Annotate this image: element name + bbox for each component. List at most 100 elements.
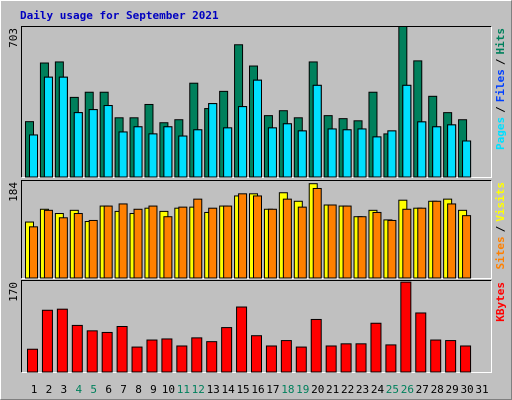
bar (206, 341, 218, 373)
x-tick-label: 8 (135, 383, 142, 396)
bar (447, 124, 457, 178)
bar (432, 200, 442, 279)
bar (267, 127, 277, 178)
legend: Sites / Visits (494, 182, 507, 270)
x-tick-label: 31 (475, 383, 488, 396)
bar (462, 215, 472, 279)
x-tick-label: 22 (341, 383, 354, 396)
x-tick-label: 3 (61, 383, 68, 396)
legend: KBytes (494, 282, 507, 322)
bar (133, 208, 143, 279)
bar (88, 219, 98, 279)
bar (27, 348, 38, 373)
bar (41, 309, 53, 373)
bar (282, 198, 292, 279)
bar (370, 322, 382, 373)
bar (118, 131, 128, 178)
bar (342, 129, 352, 178)
bar (460, 345, 472, 373)
bar (193, 198, 203, 279)
bar (355, 343, 367, 373)
bar (146, 339, 158, 373)
y-tick-label: 184 (7, 182, 20, 202)
bar (163, 126, 173, 178)
legend-entry: KBytes (494, 282, 507, 322)
x-tick-label: 4 (75, 383, 82, 396)
legend-separator: / (494, 58, 507, 65)
bar (131, 346, 143, 373)
x-tick-label: 29 (446, 383, 459, 396)
bar (253, 195, 262, 279)
bar (223, 205, 233, 279)
x-tick-label: 26 (401, 383, 414, 396)
bar (310, 318, 322, 373)
bar (58, 217, 68, 279)
x-tick-label: 27 (416, 383, 429, 396)
bar (73, 112, 83, 178)
legend-entry: Sites (494, 236, 507, 269)
bar (387, 130, 397, 178)
x-tick-label: 19 (296, 383, 309, 396)
bar (29, 226, 38, 279)
bar (267, 208, 277, 279)
bar (251, 335, 262, 373)
bar (103, 205, 113, 279)
bar (133, 126, 143, 178)
bar (148, 205, 158, 279)
bar (29, 134, 38, 178)
bar (208, 207, 218, 279)
bar (400, 281, 412, 373)
bar (327, 204, 337, 279)
bar (101, 331, 113, 373)
bar (116, 326, 128, 373)
bar (462, 140, 472, 178)
bar (161, 338, 173, 373)
bar (357, 128, 367, 178)
x-tick-label: 14 (222, 383, 236, 396)
y-tick-label: 170 (7, 282, 20, 302)
x-tick-label: 21 (326, 383, 339, 396)
bar (223, 127, 233, 178)
bar (417, 207, 427, 279)
x-tick-label: 7 (120, 383, 127, 396)
bar (221, 327, 233, 373)
bar (238, 193, 248, 279)
bar (253, 79, 262, 178)
legend-separator: / (494, 225, 507, 232)
bar (402, 84, 412, 178)
legend-entry: Hits (494, 28, 507, 55)
bar (191, 337, 203, 373)
x-tick-label: 23 (356, 383, 369, 396)
bar (238, 106, 248, 178)
bar (445, 340, 457, 373)
x-tick-label: 11 (177, 383, 190, 396)
bar (327, 128, 337, 178)
bar (56, 308, 68, 373)
bar (282, 123, 292, 178)
bar (43, 76, 53, 178)
x-tick-label: 25 (386, 383, 399, 396)
x-tick-label: 18 (281, 383, 294, 396)
bar (312, 84, 322, 178)
bar (58, 76, 68, 178)
legend-entry: Files (494, 69, 507, 102)
bar (178, 135, 188, 178)
bar (208, 103, 218, 178)
bar (372, 211, 382, 279)
bar (295, 346, 307, 373)
bar (297, 130, 307, 178)
bar (178, 206, 188, 279)
bar (118, 203, 128, 279)
x-tick-label: 6 (105, 383, 112, 396)
legend-entry: Pages (494, 117, 507, 150)
x-tick-label: 10 (162, 383, 175, 396)
x-tick-label: 20 (311, 383, 324, 396)
bar (86, 330, 98, 373)
bar (193, 129, 203, 178)
bar (372, 136, 382, 178)
x-tick-label: 1 (31, 383, 38, 396)
x-tick-label: 16 (251, 383, 264, 396)
legend-entry: Visits (494, 182, 507, 222)
legend-separator: / (494, 106, 507, 113)
